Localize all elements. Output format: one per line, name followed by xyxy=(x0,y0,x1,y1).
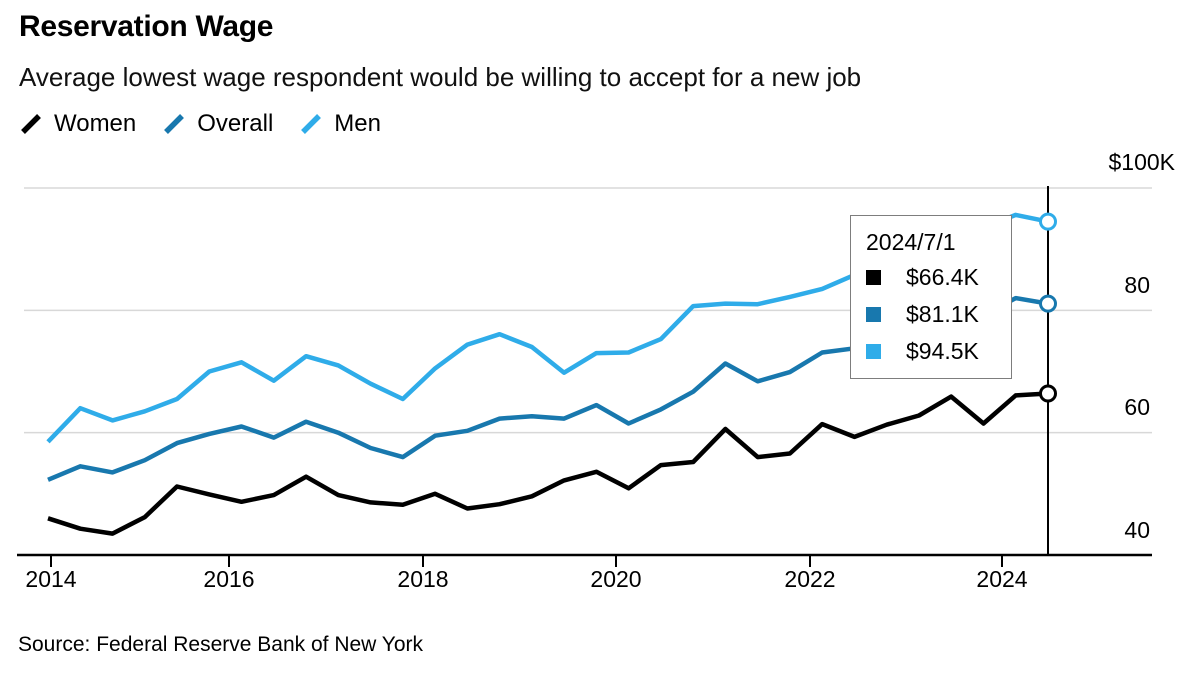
legend-item-men[interactable]: Men xyxy=(299,110,381,138)
x-axis-label-2020: 2020 xyxy=(590,566,642,592)
x-axis-label-2016: 2016 xyxy=(203,566,255,592)
legend-label-overall: Overall xyxy=(197,110,274,137)
y-axis-label-60: 60 xyxy=(1124,394,1150,420)
legend-label-women: Women xyxy=(54,110,137,137)
tooltip-value-men: $94.5K xyxy=(906,338,979,364)
tooltip-value-women: $66.4K xyxy=(906,264,979,290)
legend-item-women[interactable]: Women xyxy=(19,110,136,138)
x-axis-label-2018: 2018 xyxy=(397,566,449,592)
y-axis-label-80: 80 xyxy=(1124,272,1150,298)
slash-marker-icon xyxy=(301,114,322,134)
tooltip-value-overall: $81.1K xyxy=(906,301,979,327)
x-axis-label-2014: 2014 xyxy=(25,566,77,592)
legend-label-men: Men xyxy=(334,110,381,137)
slash-marker-icon xyxy=(21,114,41,134)
tooltip-date: 2024/7/1 xyxy=(866,229,956,255)
tooltip-row-overall: $81.1K xyxy=(866,301,996,328)
chart-subtitle: Average lowest wage respondent would be … xyxy=(19,62,862,92)
series-line-women[interactable] xyxy=(47,391,1049,536)
chart-title: Reservation Wage xyxy=(19,10,274,43)
tooltip: 2024/7/1 $66.4K $81.1K $94.5K xyxy=(850,215,1012,379)
slash-marker-icon xyxy=(164,114,185,134)
y-axis-label-40: 40 xyxy=(1124,517,1150,543)
source-note: Source: Federal Reserve Bank of New York xyxy=(18,633,424,656)
women-swatch-icon xyxy=(866,270,881,285)
men-swatch-icon xyxy=(866,344,881,359)
endpoint-marker-women[interactable] xyxy=(1039,384,1057,403)
legend: Women Overall Men xyxy=(19,110,381,138)
x-axis-label-2024: 2024 xyxy=(976,566,1028,592)
overall-swatch-icon xyxy=(866,307,881,322)
tooltip-row-men: $94.5K xyxy=(866,338,996,365)
x-axis-label-2022: 2022 xyxy=(784,566,836,592)
y-axis-label-100k: $100K xyxy=(1108,149,1175,175)
legend-item-overall[interactable]: Overall xyxy=(162,110,273,138)
endpoint-marker-men[interactable] xyxy=(1039,212,1057,231)
tooltip-row-women: $66.4K xyxy=(866,264,996,291)
endpoint-marker-overall[interactable] xyxy=(1039,294,1057,313)
